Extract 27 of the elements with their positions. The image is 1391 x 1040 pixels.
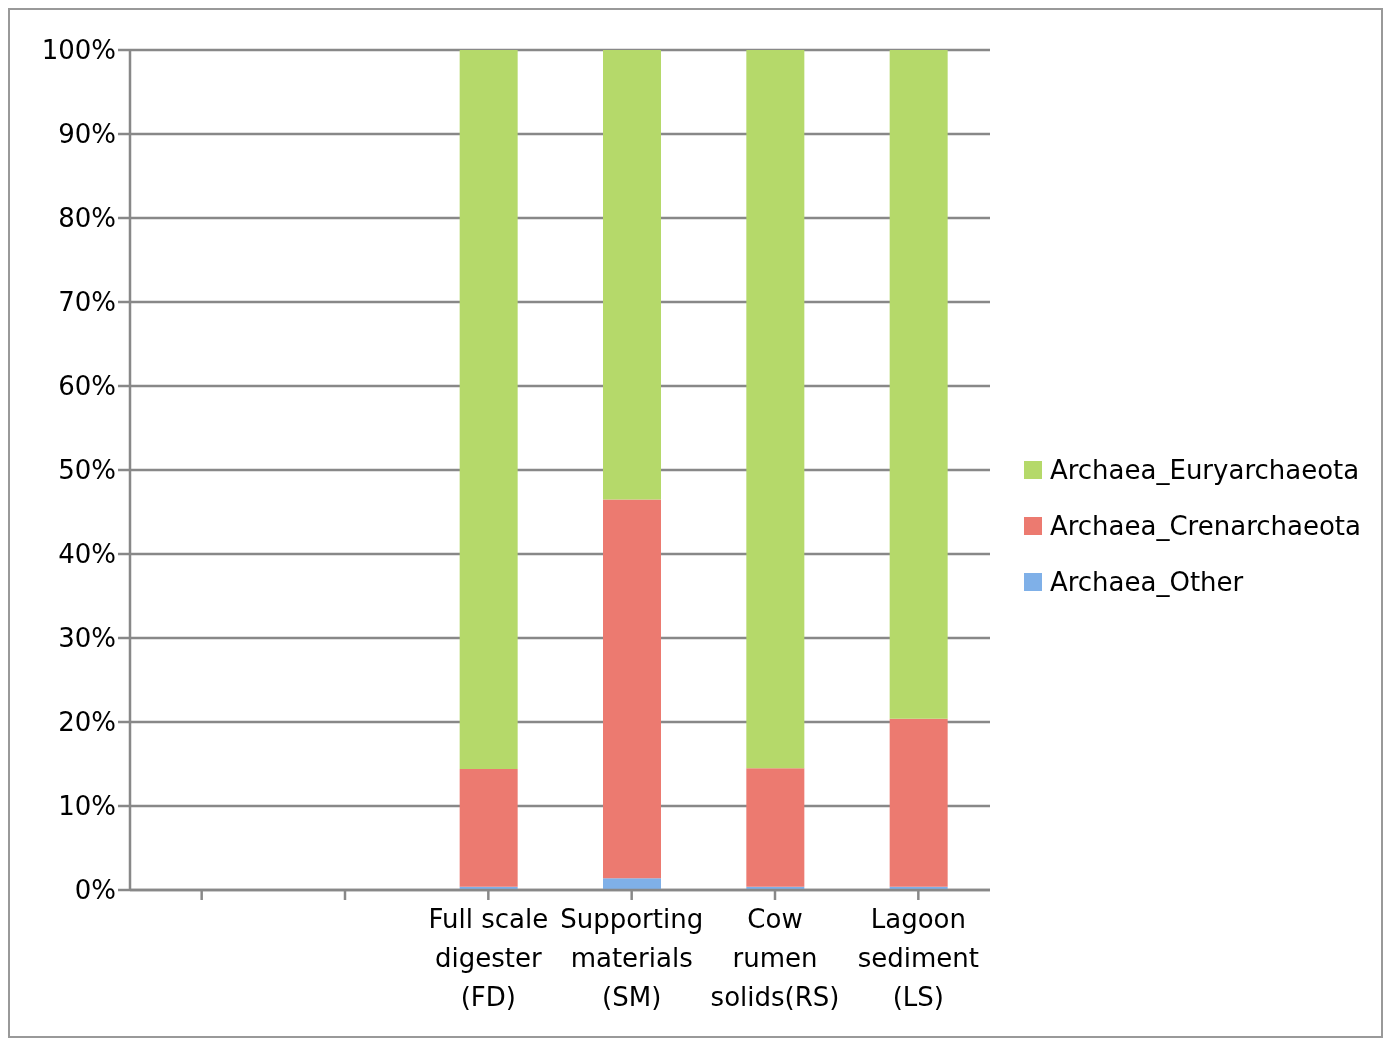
bar [746,50,805,769]
x-tick-label: Full scale digester (FD) [428,904,549,1012]
bar [459,50,518,770]
y-tick-label: 80% [58,203,116,234]
bar [603,878,661,890]
y-tick-label: 100% [41,35,116,66]
legend-label: Archaea_Euryarchaeota [1049,455,1360,485]
bar [889,50,948,719]
y-tick-label: 0% [74,875,116,906]
bar [746,768,805,887]
x-tick-label: Supporting materials (SM) [560,904,704,1012]
x-tick-label: Cow rumen solids(RS) [710,904,840,1012]
bar [603,50,661,500]
y-tick-label: 10% [58,791,116,822]
y-tick-label: 90% [58,119,116,150]
legend-label: Archaea_Other [1049,567,1244,597]
y-tick-label: 40% [58,539,116,570]
bar [889,718,948,887]
y-tick-label: 30% [58,623,116,654]
bar [603,499,661,879]
y-tick-label: 20% [58,707,116,738]
bar [459,769,518,887]
legend-label: Archaea_Crenarchaeota [1049,511,1361,541]
y-tick-label: 60% [58,371,116,402]
x-tick-label: Lagoon sediment (LS) [857,904,979,1012]
y-tick-label: 70% [58,287,116,318]
y-tick-label: 50% [58,455,116,486]
